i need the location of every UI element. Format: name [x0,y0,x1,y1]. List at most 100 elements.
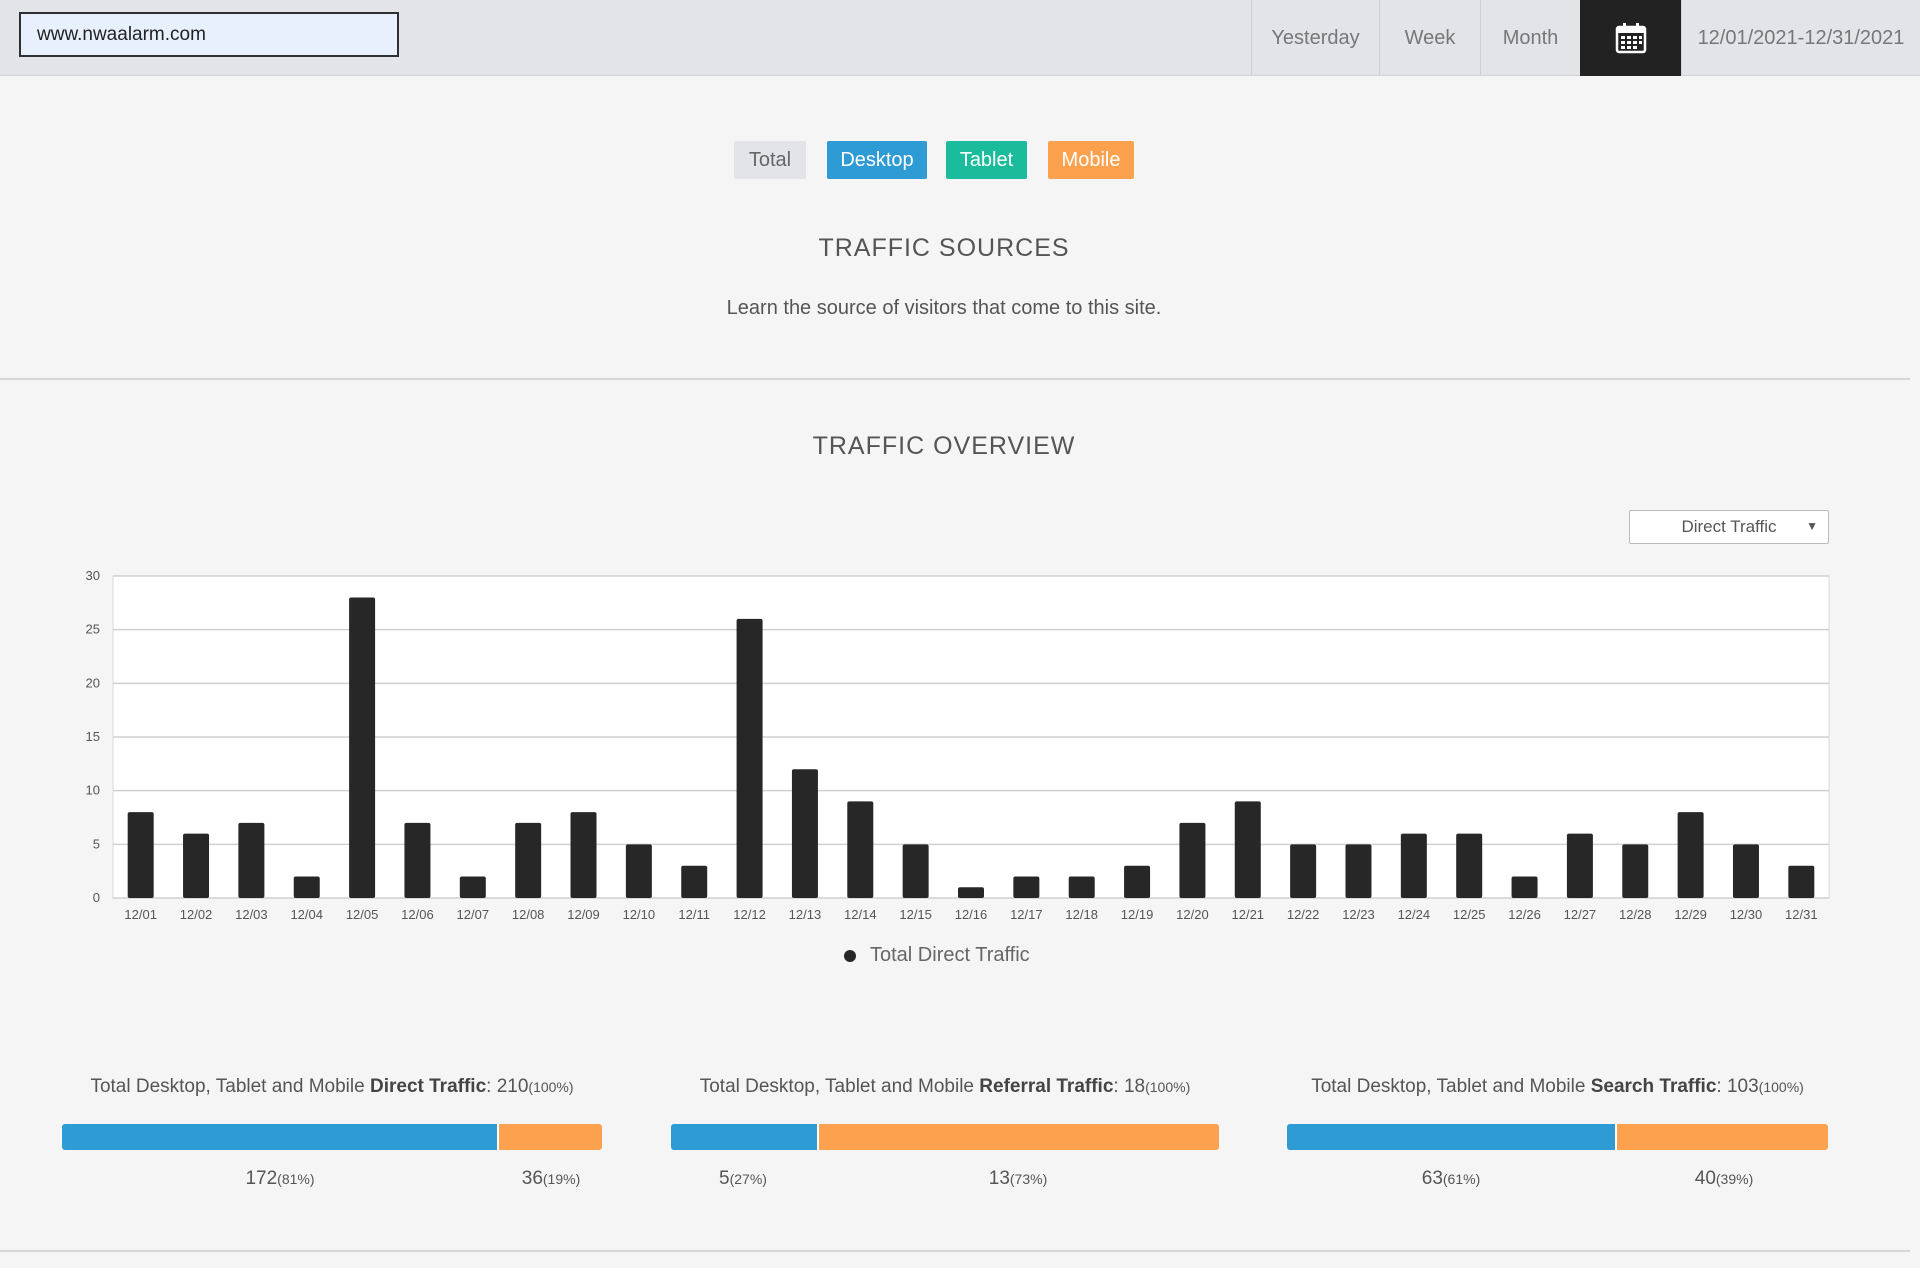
y-tick-label: 30 [86,568,100,583]
mobile-segment [1617,1124,1828,1150]
x-tick-label: 12/20 [1176,907,1209,922]
legend-dot-icon [844,949,856,962]
y-tick-label: 10 [86,783,100,798]
traffic-bar-chart: 0 5 10 15 20 25 30 12/01 12/02 12/03 12/04 12/05 12/… [86,568,1830,922]
traffic-sources-title: TRAFFIC SOURCES [818,234,1070,262]
x-tick-label: 12/15 [899,907,932,922]
bar-12-03 [238,822,265,898]
summary-split-bar [1287,1124,1828,1150]
x-tick-label: 12/24 [1398,907,1431,922]
bar-12-19 [1124,865,1151,898]
bar-12-14 [847,801,874,898]
bar-12-22 [1290,844,1317,898]
x-tick-label: 12/09 [567,907,600,922]
legend-label: Total Direct Traffic [870,944,1030,966]
x-tick-label: 12/23 [1342,907,1375,922]
bar-12-23 [1345,844,1372,898]
bar-12-04 [293,876,320,898]
filter-tablet[interactable]: Tablet [946,141,1027,179]
y-tick-label: 20 [86,675,100,690]
bar-12-02 [183,833,210,898]
bar-12-18 [1068,876,1095,898]
range-yesterday-button[interactable]: Yesterday [1251,0,1379,76]
traffic-sources-subtitle: Learn the source of visitors that come t… [726,297,1162,319]
direct-traffic-summary: Total Desktop, Tablet and Mobile Direct … [62,1076,602,1189]
x-tick-label: 12/29 [1674,907,1707,922]
x-tick-label: 12/14 [844,907,877,922]
range-week-button[interactable]: Week [1379,0,1480,76]
bar-12-24 [1400,833,1427,898]
calendar-button[interactable] [1580,0,1681,76]
desktop-value: 172(81%) [245,1168,315,1189]
x-tick-label: 12/21 [1232,907,1265,922]
x-tick-label: 12/05 [346,907,379,922]
x-tick-label: 12/10 [623,907,656,922]
mobile-value: 40(39%) [1694,1168,1754,1189]
x-tick-label: 12/03 [235,907,268,922]
filter-total[interactable]: Total [734,141,806,179]
bar-12-08 [515,822,542,898]
top-bar: Yesterday Week Month 12/01/2021-12/31/20… [0,0,1920,76]
mobile-value: 13(73%) [988,1168,1048,1189]
summary-split-bar [671,1124,1219,1150]
mobile-segment [499,1124,602,1150]
traffic-type-select-value: Direct Traffic [1681,517,1777,536]
summary-title: Total Desktop, Tablet and Mobile Referra… [699,1076,1191,1097]
bar-12-30 [1732,844,1759,898]
mobile-value: 36(19%) [521,1168,581,1189]
desktop-value: 5(27%) [719,1168,767,1189]
bar-12-16 [958,887,984,898]
x-tick-label: 12/27 [1564,907,1597,922]
bar-12-31 [1788,865,1815,898]
y-tick-label: 15 [86,729,100,744]
bottom-divider [0,1250,1910,1252]
x-tick-label: 12/13 [789,907,822,922]
search-traffic-summary: Total Desktop, Tablet and Mobile Search … [1287,1076,1828,1189]
x-tick-label: 12/02 [180,907,213,922]
range-month-button[interactable]: Month [1480,0,1580,76]
summary-title: Total Desktop, Tablet and Mobile Direct … [90,1076,574,1097]
bar-12-05 [349,597,376,898]
x-tick-label: 12/22 [1287,907,1320,922]
bar-12-15 [902,844,929,898]
filter-desktop[interactable]: Desktop [827,141,927,179]
summary-title: Total Desktop, Tablet and Mobile Search … [1311,1076,1804,1097]
y-tick-label: 25 [86,622,100,637]
x-tick-label: 12/07 [457,907,490,922]
bar-12-17 [1013,876,1040,898]
site-url-input[interactable] [19,12,399,57]
mobile-segment [818,1124,1219,1150]
y-tick-label: 5 [93,836,100,851]
x-tick-label: 12/16 [955,907,988,922]
bar-12-07 [459,876,486,898]
bar-12-10 [625,844,652,898]
traffic-type-select[interactable]: Direct Traffic ▼ [1629,510,1829,544]
bar-12-06 [404,822,431,898]
y-tick-label: 0 [93,890,100,905]
referral-traffic-summary: Total Desktop, Tablet and Mobile Referra… [671,1076,1219,1189]
bar-12-01 [127,812,154,898]
bar-12-25 [1456,833,1483,898]
bar-12-09 [570,812,597,898]
x-tick-label: 12/19 [1121,907,1154,922]
desktop-segment [62,1124,500,1150]
bar-12-13 [791,769,818,898]
desktop-segment [671,1124,819,1150]
bar-12-28 [1622,844,1649,898]
x-tick-label: 12/31 [1785,907,1818,922]
desktop-segment [1287,1124,1617,1150]
x-tick-label: 12/12 [733,907,766,922]
filter-mobile[interactable]: Mobile [1048,141,1134,179]
date-range-label[interactable]: 12/01/2021-12/31/2021 [1681,0,1920,76]
x-tick-label: 12/26 [1508,907,1541,922]
x-tick-label: 12/06 [401,907,434,922]
x-tick-label: 12/28 [1619,907,1652,922]
x-tick-label: 12/18 [1065,907,1098,922]
bar-12-27 [1566,833,1593,898]
bar-12-26 [1511,876,1538,898]
x-tick-label: 12/25 [1453,907,1486,922]
x-tick-label: 12/04 [290,907,323,922]
x-tick-label: 12/17 [1010,907,1043,922]
calendar-icon [1615,23,1646,54]
bar-12-11 [681,865,708,898]
